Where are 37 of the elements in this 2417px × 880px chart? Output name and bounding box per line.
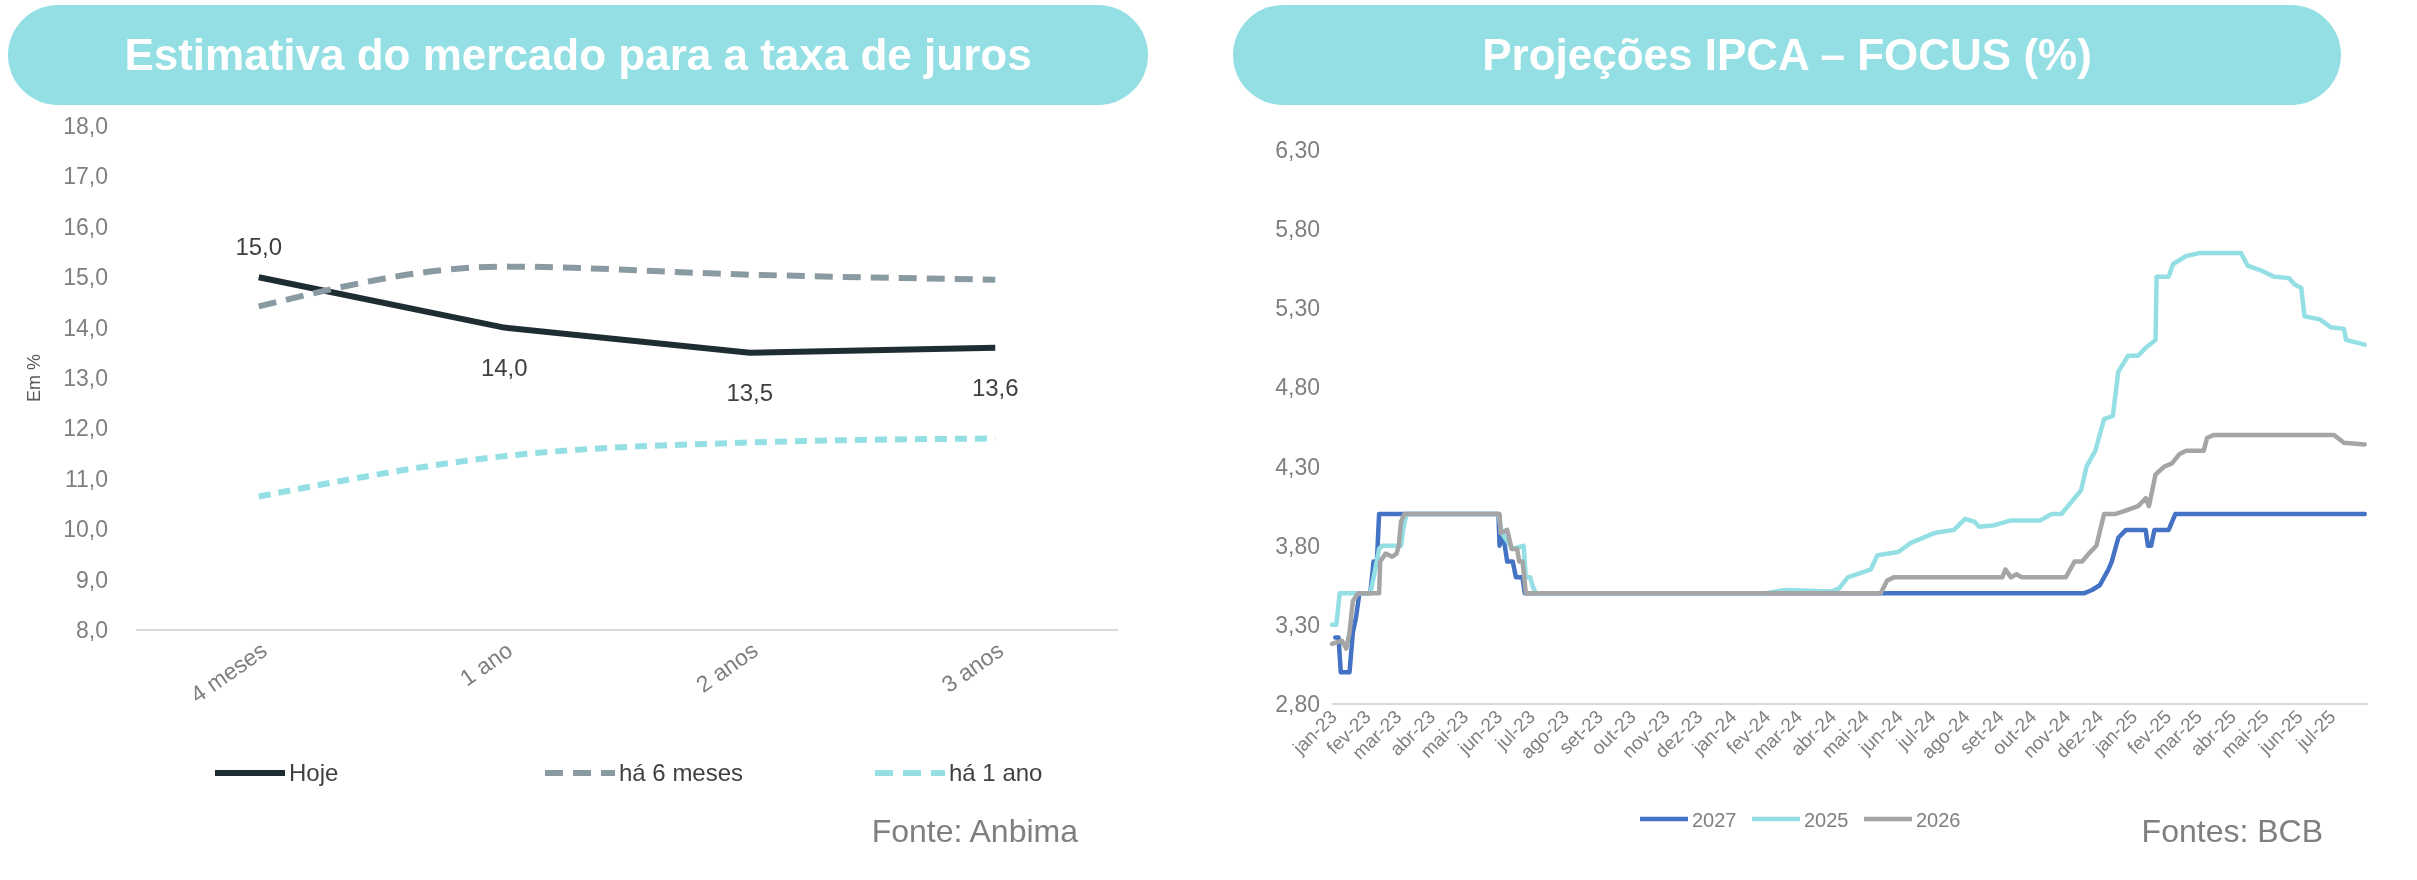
y-tick-label: 12,0 [63,415,108,442]
y-tick-label: 11,0 [64,465,108,492]
y-tick-label: 4,80 [1275,374,1320,401]
legend-label: 2027 [1692,809,1737,831]
data-label: 13,6 [971,373,1019,401]
data-label: 13,5 [726,378,774,406]
y-tick-label: 5,30 [1275,295,1320,322]
y-tick-label: 3,80 [1275,532,1320,559]
source-note: Fonte: Anbima [871,813,1079,849]
data-label: 15,0 [235,233,283,261]
y-axis-title: Em % [24,353,44,403]
y-tick-label: 10,0 [63,516,108,543]
y-tick-label: 9,0 [76,566,108,593]
legend-label: há 1 ano [949,759,1043,786]
x-tick-label: 3 anos [936,636,1009,698]
y-tick-label: 3,30 [1275,611,1320,638]
y-tick-label: 6,30 [1275,137,1320,163]
y-tick-label: 4,30 [1275,453,1320,480]
legend-label: Hoje [289,759,339,786]
chart-title: Projeções IPCA – FOCUS (%) [1482,30,2092,79]
x-tick-label: 1 ano [455,636,518,692]
x-tick-label: 2 anos [691,636,763,698]
y-tick-label: 5,80 [1275,216,1320,243]
chart-title: Estimativa do mercado para a taxa de juros [124,30,1032,79]
y-tick-label: 15,0 [63,264,108,291]
legend-label: 2025 [1804,809,1849,831]
y-tick-label: 14,0 [63,314,108,341]
line-series [1329,432,2367,651]
y-tick-label: 8,0 [76,617,108,643]
legend-label: há 6 meses [619,759,744,786]
y-tick-label: 16,0 [63,213,108,240]
y-tick-label: 17,0 [63,163,108,190]
y-tick-label: 18,0 [63,113,108,139]
legend-label: 2026 [1916,809,1961,831]
text: Fontes: BCB [2141,813,2323,849]
data-label: 14,0 [480,353,528,381]
y-tick-label: 13,0 [63,365,108,391]
